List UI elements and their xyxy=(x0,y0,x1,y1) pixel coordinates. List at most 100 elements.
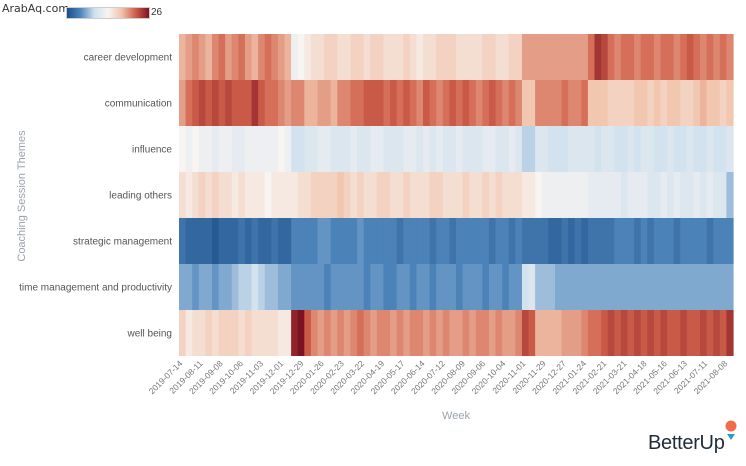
heatmap-cell xyxy=(343,172,352,218)
heatmap-cell xyxy=(508,218,516,264)
heatmap-cell xyxy=(396,218,404,264)
heatmap-cell xyxy=(508,310,516,356)
heatmap-cell xyxy=(244,264,253,310)
heatmap-cell xyxy=(660,34,668,80)
heatmap-cell xyxy=(370,218,378,264)
heatmap-cell xyxy=(291,34,299,80)
heatmap-cell xyxy=(601,218,609,264)
heatmap-cell xyxy=(383,126,391,172)
heatmap-cell xyxy=(719,264,728,310)
heatmap-cell xyxy=(403,264,411,310)
heatmap-cell xyxy=(528,80,536,126)
heatmap-cell xyxy=(686,172,695,218)
heatmap-cell xyxy=(726,310,734,356)
heatmap-cell xyxy=(462,34,470,80)
heatmap-cell xyxy=(416,172,424,218)
heatmap-cell xyxy=(640,310,648,356)
heatmap-cell xyxy=(594,172,602,218)
heatmap-cell xyxy=(554,34,563,80)
heatmap-cell xyxy=(238,172,246,218)
heatmap-cell xyxy=(554,264,563,310)
heatmap-cell xyxy=(376,218,385,264)
heatmap-cell xyxy=(482,218,490,264)
row-label: strategic management xyxy=(73,237,172,248)
heatmap-cell xyxy=(634,126,642,172)
heatmap-cell xyxy=(693,172,701,218)
heatmap-cell xyxy=(462,218,470,264)
heatmap-cell xyxy=(548,126,556,172)
heatmap-cell xyxy=(535,172,543,218)
heatmap-cell xyxy=(574,218,582,264)
heatmap-cell xyxy=(251,126,259,172)
row-label: leading others xyxy=(109,191,172,202)
heatmap-cell xyxy=(614,218,622,264)
heatmap-cell xyxy=(719,126,728,172)
heatmap-cell xyxy=(383,34,391,80)
heatmap-cell xyxy=(350,126,358,172)
heatmap-cell xyxy=(271,310,279,356)
heatmap-cell xyxy=(343,34,352,80)
heatmap-cell xyxy=(416,264,424,310)
heatmap-cell xyxy=(693,80,701,126)
heatmap-cell xyxy=(284,80,292,126)
heatmap-cell xyxy=(350,34,358,80)
heatmap-cell xyxy=(429,264,437,310)
heatmap-cell xyxy=(337,80,345,126)
heatmap-cell xyxy=(231,310,239,356)
heatmap-cell xyxy=(390,80,398,126)
heatmap-cell xyxy=(297,80,305,126)
heatmap-cell xyxy=(634,172,642,218)
heatmap-cell xyxy=(343,218,352,264)
heatmap-cell xyxy=(251,218,259,264)
heatmap-cell xyxy=(647,34,655,80)
heatmap-cell xyxy=(244,34,253,80)
heatmap-cell xyxy=(502,80,510,126)
row-label: influence xyxy=(132,145,172,156)
heatmap-cell xyxy=(271,218,279,264)
heatmap-cell xyxy=(541,310,549,356)
heatmap-cell xyxy=(403,34,411,80)
watermark-text: ArabAq.com xyxy=(2,2,70,15)
row-label: career development xyxy=(84,53,173,64)
heatmap-cell xyxy=(264,310,272,356)
heatmap-cell xyxy=(574,34,582,80)
heatmap-cell xyxy=(620,34,629,80)
heatmap-cell xyxy=(350,218,358,264)
heatmap-cell xyxy=(416,218,424,264)
heatmap-cell xyxy=(211,264,220,310)
heatmap-cell xyxy=(310,310,319,356)
heatmap-cell xyxy=(515,310,523,356)
heatmap-cell xyxy=(456,218,464,264)
heatmap-cell xyxy=(693,264,701,310)
heatmap-cell xyxy=(726,172,734,218)
heatmap-cell xyxy=(561,34,569,80)
heatmap-cell xyxy=(390,218,398,264)
heatmap-cell xyxy=(561,310,569,356)
heatmap-cell xyxy=(627,34,635,80)
heatmap-cell xyxy=(304,310,312,356)
heatmap-cell xyxy=(277,310,286,356)
heatmap-cell xyxy=(647,80,655,126)
heatmap-cell xyxy=(409,218,418,264)
heatmap-cell xyxy=(640,264,648,310)
heatmap-cell xyxy=(581,172,589,218)
heatmap-cell xyxy=(495,172,503,218)
heatmap-cell xyxy=(713,310,721,356)
heatmap-cell xyxy=(357,34,365,80)
heatmap-cell xyxy=(357,264,365,310)
heatmap-cell xyxy=(442,34,451,80)
heatmap-cell xyxy=(627,126,635,172)
heatmap-cell xyxy=(337,172,345,218)
heatmap-cell xyxy=(640,80,648,126)
heatmap-cell xyxy=(528,310,536,356)
heatmap-cell xyxy=(436,126,444,172)
x-tick-labels: 2019-07-142019-08-112019-09-082019-10-06… xyxy=(147,358,730,396)
x-axis-title: Week xyxy=(442,410,470,422)
heatmap-cell xyxy=(528,218,536,264)
heatmap-cell xyxy=(436,172,444,218)
heatmap-cell xyxy=(541,218,549,264)
heatmap-cell xyxy=(304,172,312,218)
heatmap-cell xyxy=(429,126,437,172)
heatmap-cell xyxy=(277,172,286,218)
